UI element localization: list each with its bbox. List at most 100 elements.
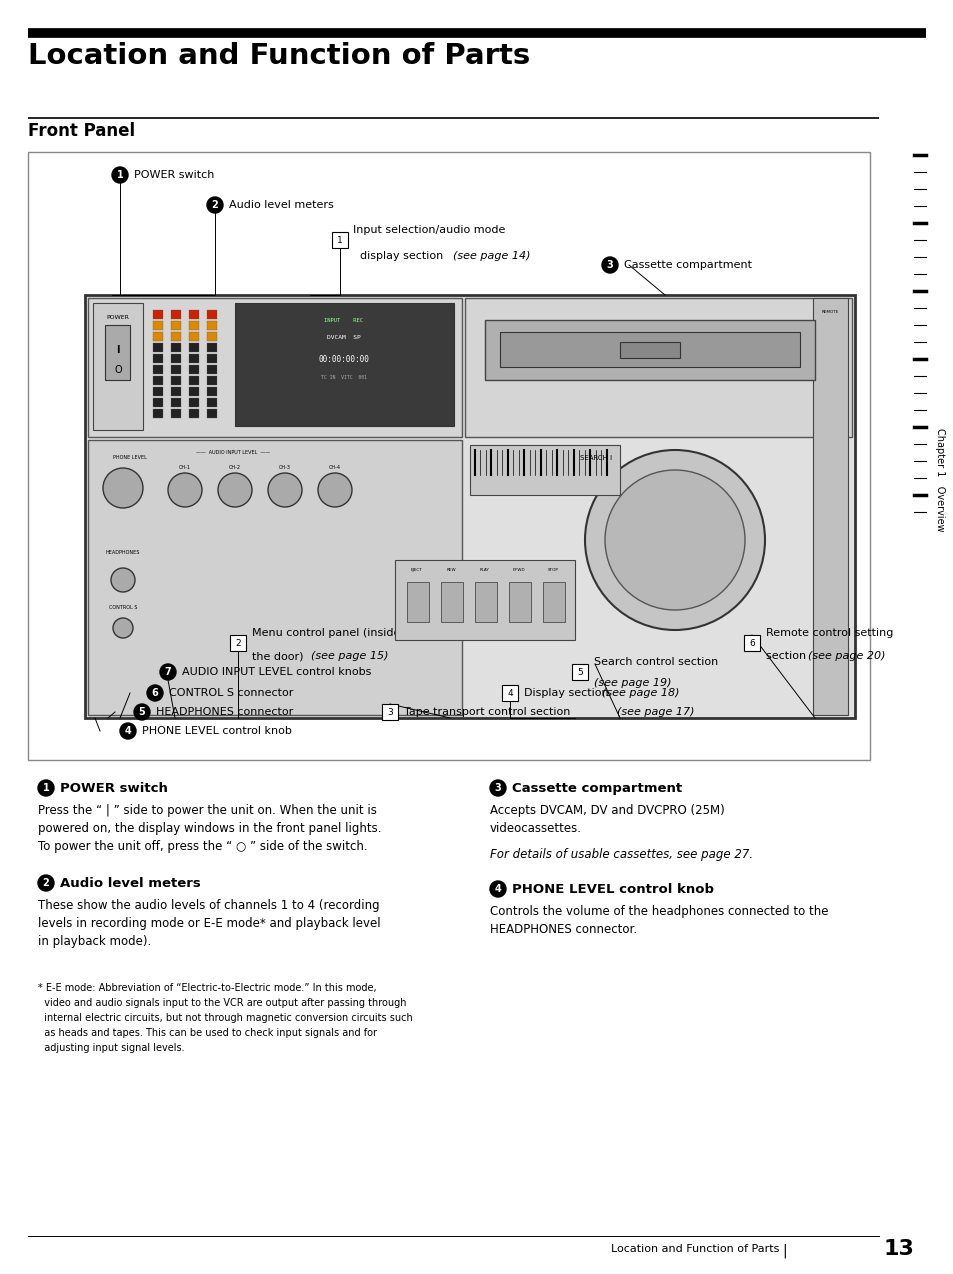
Text: These show the audio levels of channels 1 to 4 (recording: These show the audio levels of channels … <box>38 899 379 912</box>
Circle shape <box>317 473 352 507</box>
Bar <box>207 354 216 363</box>
Text: 00:00:00:00: 00:00:00:00 <box>318 355 369 364</box>
Bar <box>499 333 800 367</box>
Text: Display section: Display section <box>523 688 612 698</box>
Bar <box>189 333 199 341</box>
Bar <box>171 333 181 341</box>
Text: Input selection/audio mode: Input selection/audio mode <box>353 225 505 234</box>
Text: 5: 5 <box>138 707 145 717</box>
Text: DVCAM  SP: DVCAM SP <box>327 335 360 340</box>
Bar <box>470 445 619 496</box>
Text: AUDIO INPUT LEVEL control knobs: AUDIO INPUT LEVEL control knobs <box>182 668 371 676</box>
Bar <box>171 376 181 385</box>
Text: REMOTE: REMOTE <box>821 310 838 313</box>
Text: 1: 1 <box>336 236 342 245</box>
Text: Accepts DVCAM, DV and DVCPRO (25M): Accepts DVCAM, DV and DVCPRO (25M) <box>490 804 724 817</box>
Text: Chapter 1   Overview: Chapter 1 Overview <box>934 428 944 531</box>
Bar <box>152 321 163 330</box>
Text: STOP: STOP <box>547 568 558 572</box>
Text: levels in recording mode or E-E mode* and playback level: levels in recording mode or E-E mode* an… <box>38 917 380 930</box>
Bar <box>152 343 163 352</box>
Bar <box>501 685 517 701</box>
Bar <box>28 152 869 761</box>
Text: Front Panel: Front Panel <box>28 122 135 140</box>
Text: INPUT    REC: INPUT REC <box>324 318 363 324</box>
Bar <box>464 298 851 437</box>
Bar <box>171 364 181 375</box>
Bar <box>812 298 847 715</box>
Bar <box>171 387 181 396</box>
Bar <box>189 343 199 352</box>
Text: SEARCH I: SEARCH I <box>579 455 612 461</box>
Circle shape <box>160 664 175 680</box>
Bar <box>484 320 814 380</box>
Bar <box>207 387 216 396</box>
Circle shape <box>38 780 54 796</box>
Text: HEADPHONES connector: HEADPHONES connector <box>156 707 293 717</box>
Text: HEADPHONES connector.: HEADPHONES connector. <box>490 922 637 936</box>
Text: CONTROL S: CONTROL S <box>109 605 137 610</box>
Circle shape <box>112 167 128 183</box>
Text: Location and Function of Parts: Location and Function of Parts <box>610 1243 779 1254</box>
Circle shape <box>601 257 618 273</box>
Bar <box>152 310 163 318</box>
Text: CH-2: CH-2 <box>229 465 241 470</box>
Text: CH-1: CH-1 <box>179 465 191 470</box>
Bar <box>207 333 216 341</box>
Circle shape <box>584 450 764 631</box>
Bar <box>189 310 199 318</box>
Text: as heads and tapes. This can be used to check input signals and for: as heads and tapes. This can be used to … <box>38 1028 376 1038</box>
Text: 6: 6 <box>748 638 754 647</box>
Bar <box>189 354 199 363</box>
Text: CONTROL S connector: CONTROL S connector <box>169 688 294 698</box>
Text: 7: 7 <box>165 668 172 676</box>
Bar <box>85 296 854 719</box>
Text: F.FWD: F.FWD <box>512 568 525 572</box>
Text: 1: 1 <box>116 169 123 180</box>
Text: 2: 2 <box>43 878 50 888</box>
Text: video and audio signals input to the VCR are output after passing through: video and audio signals input to the VCR… <box>38 998 406 1008</box>
Text: adjusting input signal levels.: adjusting input signal levels. <box>38 1043 185 1054</box>
Bar <box>542 582 564 622</box>
Text: For details of usable cassettes, see page 27.: For details of usable cassettes, see pag… <box>490 848 752 861</box>
Text: EJECT: EJECT <box>411 568 422 572</box>
Circle shape <box>111 568 135 592</box>
Text: 5: 5 <box>577 668 582 676</box>
Text: To power the unit off, press the “ ○ ” side of the switch.: To power the unit off, press the “ ○ ” s… <box>38 840 367 854</box>
Text: * E-E mode: Abbreviation of “Electric-to-Electric mode.” In this mode,: * E-E mode: Abbreviation of “Electric-to… <box>38 984 376 992</box>
Bar <box>152 354 163 363</box>
Bar <box>619 341 679 358</box>
Text: POWER switch: POWER switch <box>60 781 168 795</box>
Text: (see page 20): (see page 20) <box>807 651 884 661</box>
Text: 4: 4 <box>494 884 501 894</box>
Circle shape <box>38 875 54 891</box>
Circle shape <box>268 473 302 507</box>
Text: (see page 15): (see page 15) <box>311 651 388 661</box>
Bar <box>207 343 216 352</box>
Bar <box>207 397 216 406</box>
Circle shape <box>490 780 505 796</box>
Text: Tape transport control section: Tape transport control section <box>403 707 574 717</box>
Text: REW: REW <box>446 568 456 572</box>
Bar <box>189 321 199 330</box>
Bar <box>407 582 429 622</box>
Text: 13: 13 <box>882 1240 914 1259</box>
Bar <box>171 354 181 363</box>
Text: videocassettes.: videocassettes. <box>490 822 581 834</box>
Bar <box>332 232 348 248</box>
Text: display section: display section <box>359 251 446 261</box>
Text: 6: 6 <box>152 688 158 698</box>
Bar <box>440 582 462 622</box>
Text: Audio level meters: Audio level meters <box>229 200 334 210</box>
Bar <box>171 397 181 406</box>
Bar <box>743 634 760 651</box>
Bar <box>230 634 246 651</box>
Bar <box>189 387 199 396</box>
Bar <box>207 409 216 418</box>
Text: in playback mode).: in playback mode). <box>38 935 152 948</box>
Bar <box>475 582 497 622</box>
Text: the door): the door) <box>252 651 307 661</box>
Text: (see page 18): (see page 18) <box>601 688 679 698</box>
Bar <box>207 364 216 375</box>
Bar <box>171 343 181 352</box>
